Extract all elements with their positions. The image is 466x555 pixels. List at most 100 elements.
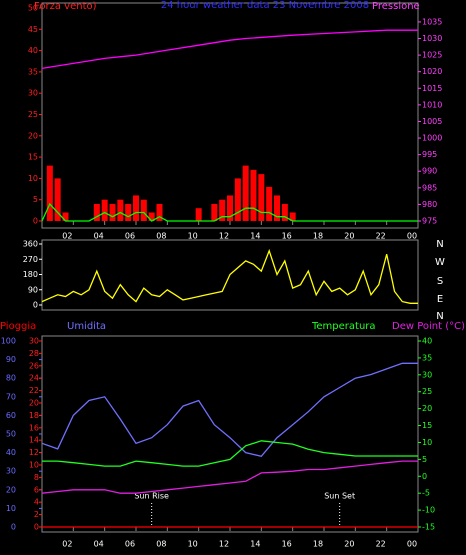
bar	[242, 165, 249, 221]
y2-tick-label: 980	[422, 200, 437, 209]
y-tick-label: 180	[23, 270, 38, 279]
y-tick-label: 30	[28, 89, 38, 98]
y2-tick-label: 40	[422, 337, 432, 346]
y-tick-label: 0	[33, 217, 38, 226]
bar	[117, 199, 124, 221]
chart-title: 24 hour weather data 23 Novembre 2008	[161, 0, 369, 11]
bar	[156, 203, 163, 221]
bar	[234, 178, 241, 221]
x-tick-label: 08	[156, 540, 166, 549]
y-tick-label: 20	[28, 131, 38, 140]
bar	[258, 174, 265, 221]
y3-tick-label: 16	[29, 423, 39, 432]
y-tick-label: 40	[28, 46, 38, 55]
series-line	[41, 460, 418, 494]
x-tick-label: 10	[188, 540, 198, 549]
x-tick-label: 02	[62, 232, 72, 241]
x-tick-label: 12	[219, 540, 229, 549]
x-tick-label: 14	[250, 232, 260, 241]
y3-tick-label: 24	[29, 374, 39, 383]
y-tick-label: 80	[6, 374, 16, 383]
y2-tick-label: -5	[422, 489, 430, 498]
x-tick-label: 06	[125, 232, 135, 241]
x-tick-label: 00	[407, 232, 417, 241]
bar	[140, 199, 147, 221]
x-tick-label: 22	[376, 540, 386, 549]
y2-tick-label: 975	[422, 217, 437, 226]
x-tick-label: 18	[313, 232, 323, 241]
y3-tick-label: 12	[29, 448, 39, 457]
series-line	[41, 248, 418, 304]
bar	[211, 203, 218, 221]
y2-tick-label: 1035	[422, 17, 442, 26]
y-tick-label: 50	[28, 4, 38, 13]
x-tick-label: 04	[94, 232, 104, 241]
x-tick-label: 22	[376, 232, 386, 241]
x-tick-label: 00	[407, 540, 417, 549]
y3-tick-label: 0	[34, 523, 39, 532]
y-tick-label: 25	[28, 110, 38, 119]
y2-tick-label: 1015	[422, 84, 442, 93]
y2-tick-label: 15	[422, 421, 432, 430]
bar	[125, 203, 132, 221]
series-line	[42, 440, 418, 467]
y3-tick-label: 4	[34, 498, 39, 507]
x-tick-label: 12	[219, 232, 229, 241]
bar	[289, 212, 296, 221]
series-line	[41, 202, 418, 222]
y3-tick-label: 30	[29, 337, 39, 346]
legend-entry: Umidita	[67, 321, 106, 332]
y3-tick-label: 10	[29, 461, 39, 470]
y-tick-label: 90	[6, 355, 16, 364]
y2-tick-label: 1025	[422, 51, 442, 60]
y2-tick-label: 1000	[422, 134, 442, 143]
y2-tick-label: 985	[422, 183, 437, 192]
y-tick-label: 360	[23, 240, 38, 249]
bar	[54, 178, 61, 221]
x-tick-label: 06	[125, 540, 135, 549]
y2-tick-label: -15	[422, 523, 435, 532]
y-tick-label: 5	[33, 195, 38, 204]
y2-tick-label: 0	[422, 472, 427, 481]
bar	[133, 195, 139, 221]
bar	[109, 203, 116, 221]
y-tick-label: 40	[6, 448, 16, 457]
x-tick-label: 10	[188, 232, 198, 241]
bar	[281, 203, 288, 221]
y2-tick-label: 20	[422, 404, 432, 413]
y-tick-label: 15	[28, 153, 38, 162]
y-tick-label: 0	[33, 301, 38, 310]
y-tick-label: 90	[28, 285, 38, 294]
y2-tick-label: 35	[422, 353, 432, 362]
y2-tick-label: E	[437, 294, 443, 305]
y2-tick-label: 10	[422, 438, 432, 447]
x-tick-label: 16	[282, 232, 292, 241]
y2-tick-label: N	[436, 239, 443, 250]
y-tick-label: 30	[6, 467, 16, 476]
series-line	[41, 29, 418, 70]
bar	[148, 212, 155, 221]
x-tick-label: 20	[344, 232, 354, 241]
y-tick-label: 35	[28, 67, 38, 76]
y2-tick-label: 1020	[422, 67, 442, 76]
annotation: Sun Rise	[134, 492, 169, 501]
y2-tick-label: -10	[422, 506, 435, 515]
x-tick-label: 02	[62, 540, 72, 549]
bar	[101, 199, 108, 221]
bar	[195, 208, 202, 221]
x-tick-label: 20	[344, 540, 354, 549]
y2-tick-label: 1030	[422, 34, 442, 43]
y-tick-label: 0	[11, 523, 16, 532]
bar	[227, 195, 233, 221]
x-tick-label: 16	[282, 540, 292, 549]
y-tick-label: 45	[28, 25, 38, 34]
y2-tick-label: 1005	[422, 117, 442, 126]
y-tick-label: 60	[6, 411, 16, 420]
wind-panel-frame	[41, 2, 419, 229]
x-tick-label: 18	[313, 540, 323, 549]
y2-tick-label: S	[437, 276, 443, 287]
x-tick-label: 08	[156, 232, 166, 241]
y2-tick-label: 995	[422, 150, 437, 159]
y-tick-label: 20	[6, 485, 16, 494]
